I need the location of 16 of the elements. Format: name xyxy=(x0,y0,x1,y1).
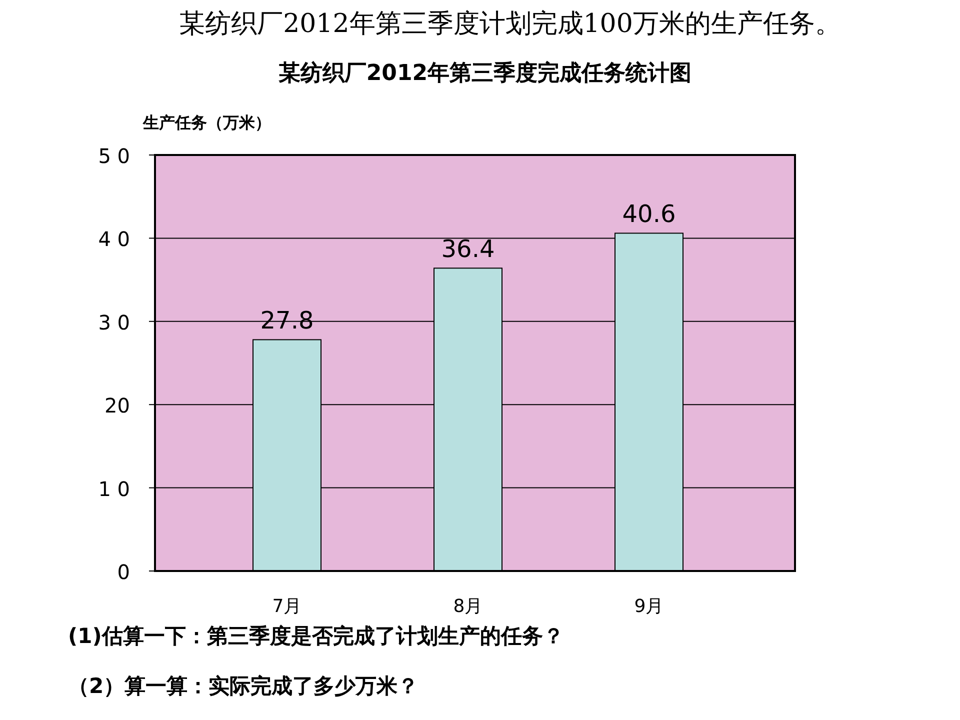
text: (1)估算一下：第三季度是否完成了计划生产的任务？ xyxy=(68,624,564,648)
y-tick-label: 4 0 xyxy=(98,227,130,252)
data-label: 36.4 xyxy=(441,235,495,264)
data-label: 40.6 xyxy=(622,200,676,228)
y-tick-label: 20 xyxy=(104,394,130,418)
text: （2）算一算：实际完成了多少万米？ xyxy=(68,674,419,698)
y-tick-label: 3 0 xyxy=(98,310,130,334)
y-tick-label: 5 0 xyxy=(98,144,130,168)
y-axis-title: 生产任务（万米） xyxy=(142,113,271,132)
x-tick-label: 7月 xyxy=(272,596,302,617)
y-tick-label: 1 0 xyxy=(98,476,130,501)
y-tick-label: 0 xyxy=(117,560,130,584)
x-tick-label: 9月 xyxy=(634,596,664,617)
chart-title: 某纺织厂2012年第三季度完成任务统计图 xyxy=(278,60,692,86)
x-tick-label: 8月 xyxy=(453,596,483,617)
chart-subtitle: 某纺织厂2012年第三季度计划完成100万米的生产任务。 xyxy=(179,9,841,39)
